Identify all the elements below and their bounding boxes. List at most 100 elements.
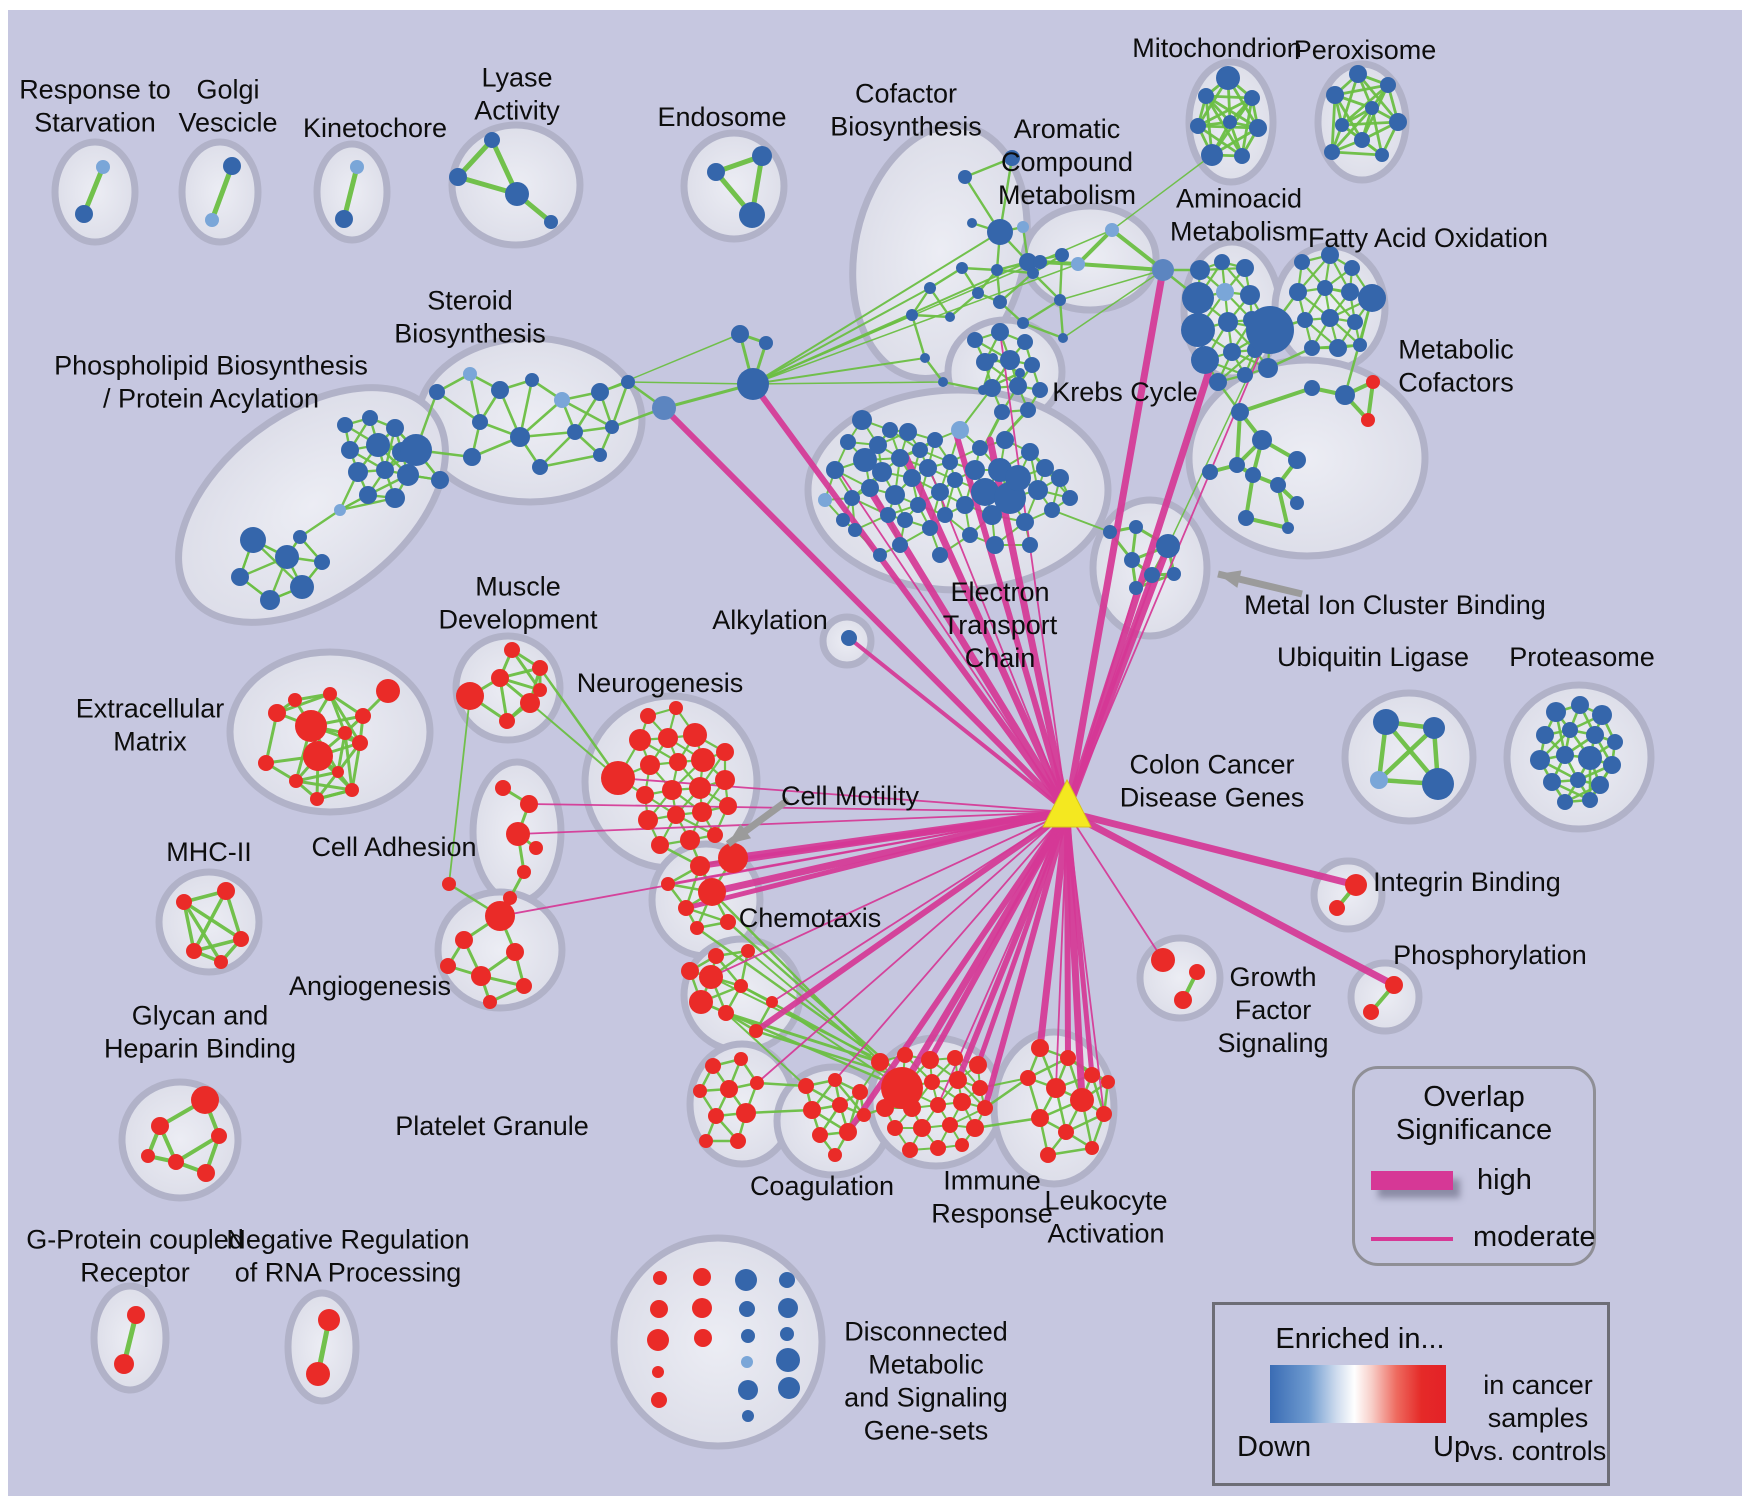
node-fatty-acid-oxidation <box>1329 339 1347 357</box>
overlap-edge-high <box>1063 266 1167 816</box>
node-cell-motility <box>661 877 675 891</box>
inter-cluster-edge <box>724 1011 882 1064</box>
node-extracellular-matrix <box>258 755 274 771</box>
node-disconnected-gene-sets <box>692 1298 712 1318</box>
node-leukocyte-activation <box>1070 1088 1094 1112</box>
node-neurogenesis <box>691 748 715 772</box>
pointer-arrow-head-icon <box>728 823 752 844</box>
node-peroxisome <box>1335 118 1349 132</box>
node-steroid-biosynthesis <box>567 424 583 440</box>
node-angiogenesis <box>455 931 473 949</box>
node-electron-transport-chain <box>891 449 909 467</box>
node-cofactor-biosynthesis <box>938 377 948 387</box>
node-bridge-junction <box>737 368 769 400</box>
node-leukocyte-activation <box>1020 1070 1036 1086</box>
overlap-edge-high <box>1064 809 1095 1078</box>
node-leukocyte-activation <box>1096 1106 1112 1122</box>
node-cofactor-biosynthesis <box>1027 267 1039 279</box>
node-electron-transport-chain <box>873 548 887 562</box>
node-mitochondrion <box>1244 90 1260 106</box>
node-cell-adhesion <box>517 865 531 879</box>
cluster-label-extracellular-matrix: Extracellular Matrix <box>76 694 225 757</box>
gene-set-edge <box>1021 321 1065 340</box>
node-integrin-binding <box>1345 874 1367 896</box>
node-peroxisome <box>1326 86 1344 104</box>
node-leukocyte-activation <box>1084 1067 1100 1083</box>
overlap-edge-high <box>982 809 1070 1111</box>
node-mhc-ii <box>214 955 228 969</box>
gene-set-edge <box>182 900 196 953</box>
gene-set-edge <box>182 900 243 941</box>
node-platelet-granule <box>734 1052 748 1066</box>
cluster-label-cell-adhesion: Cell Adhesion <box>311 832 476 862</box>
node-aminoacid-metabolism <box>1190 260 1210 280</box>
overlap-edge-high <box>750 381 1070 815</box>
node-krebs-cycle <box>1032 382 1048 398</box>
node-peroxisome <box>1389 113 1407 131</box>
cluster-label-mitochondrion: Mitochondrion <box>1132 33 1302 63</box>
cluster-label-muscle-development: Muscle Development <box>438 572 598 635</box>
node-proteasome <box>1578 746 1602 770</box>
node-fatty-acid-oxidation <box>1289 283 1307 301</box>
node-immune-response <box>942 1117 958 1133</box>
gene-set-edge <box>1196 96 1254 128</box>
gene-set-edge <box>910 313 927 360</box>
node-cell-adhesion <box>442 877 456 891</box>
node-leukocyte-activation <box>1101 1075 1115 1089</box>
gene-set-edge <box>1330 150 1384 157</box>
node-krebs-cycle <box>1017 334 1033 350</box>
gene-set-edge <box>435 390 482 424</box>
inter-cluster-edge <box>710 890 882 1064</box>
node-response-starvation <box>75 205 93 223</box>
node-extracellular-matrix <box>355 708 371 724</box>
node-immune-response <box>871 1053 889 1071</box>
node-cofactor-biosynthesis <box>906 309 918 321</box>
node-electron-transport-chain <box>962 527 978 543</box>
node-metal-ion-cluster-binding <box>1103 525 1117 539</box>
gene-set-edge <box>948 291 980 319</box>
node-peroxisome <box>1365 101 1379 115</box>
node-proteasome <box>1536 726 1554 744</box>
legend-enriched-title: Enriched in... <box>1275 1323 1445 1355</box>
inter-cluster-edge <box>752 381 944 385</box>
cluster-label-g-protein-coupled-receptor: G-Protein coupled Receptor <box>26 1225 244 1288</box>
node-proteasome <box>1571 696 1589 714</box>
overlap-edge-high <box>901 451 1071 816</box>
node-fatty-acid-oxidation <box>1344 260 1360 276</box>
cluster-label-glycan-heparin-binding: Glycan and Heparin Binding <box>104 1001 296 1064</box>
node-krebs-cycle <box>976 353 994 371</box>
node-electron-transport-chain <box>971 478 999 506</box>
overlap-edge-moderate <box>756 811 1068 1084</box>
gene-set-edge <box>1076 262 1165 272</box>
node-glycan-heparin-binding <box>191 1086 219 1114</box>
node-fatty-acid-oxidation <box>1317 280 1333 296</box>
node-steroid-biosynthesis <box>554 392 570 408</box>
cluster-label-aromatic-compound-metabolism: Aromatic Compound Metabolism <box>998 114 1136 210</box>
node-cofactor-biosynthesis <box>1054 294 1066 306</box>
node-response-starvation <box>96 160 110 174</box>
node-proteasome <box>1530 750 1550 770</box>
node-platelet-granule <box>699 1134 713 1148</box>
overlap-edge-high <box>927 809 1070 1063</box>
node-neurogenesis <box>640 708 656 724</box>
node-electron-transport-chain <box>899 423 917 441</box>
node-fatty-acid-oxidation <box>1294 254 1310 270</box>
node-disconnected-gene-sets <box>650 1300 668 1318</box>
node-electron-transport-chain <box>922 520 938 536</box>
node-muscle-development <box>456 682 484 710</box>
node-electron-transport-chain <box>910 497 926 513</box>
node-metabolic-cofactors <box>1252 430 1272 450</box>
cluster-label-phospholipid-protein-acylation: Phospholipid Biosynthesis / Protein Acyla… <box>54 351 368 414</box>
cluster-label-integrin-binding: Integrin Binding <box>1373 867 1561 897</box>
node-steroid-biosynthesis <box>510 427 530 447</box>
node-glycan-heparin-binding <box>151 1117 169 1135</box>
node-bridge-junction <box>759 336 773 350</box>
node-steroid-biosynthesis <box>532 459 548 475</box>
node-metabolic-cofactors <box>1290 496 1304 510</box>
node-cofactor-biosynthesis <box>956 262 968 274</box>
node-chemotaxis <box>681 962 699 980</box>
inter-cluster-edge <box>529 702 619 779</box>
legend-overlap-title-line2: Significance <box>1395 1114 1553 1146</box>
inter-cluster-edge <box>725 1012 807 1087</box>
node-aminoacid-metabolism <box>1191 346 1219 374</box>
